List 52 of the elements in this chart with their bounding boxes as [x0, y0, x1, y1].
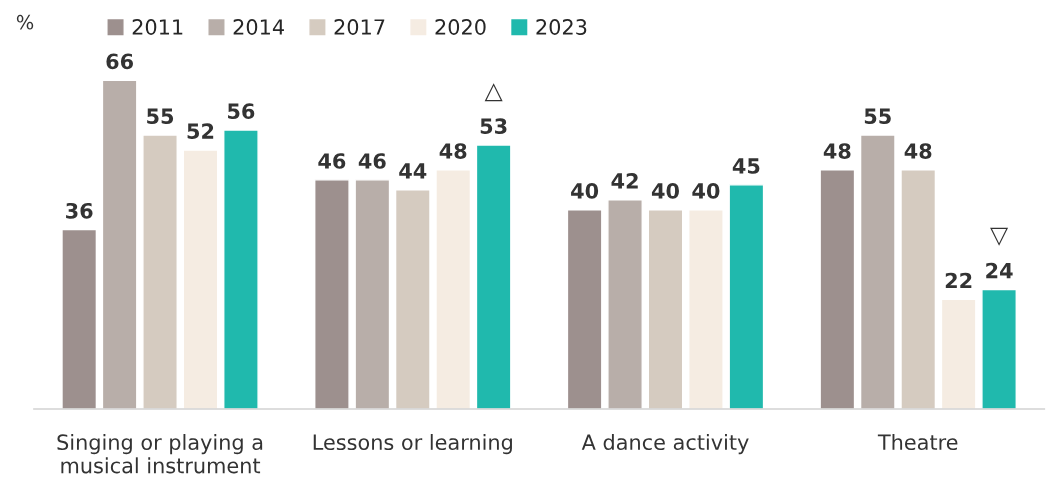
legend-label: 2017	[334, 19, 385, 35]
bar	[607, 199, 643, 409]
data-label: 22	[945, 272, 972, 289]
bar	[647, 209, 684, 409]
bar	[688, 209, 724, 409]
bar	[314, 179, 350, 409]
bar	[182, 149, 219, 409]
annotation: ▽	[990, 227, 1009, 246]
bar	[223, 129, 259, 409]
data-label: 48	[904, 143, 932, 159]
data-label: 42	[611, 173, 638, 189]
x-tick-label: Singing or playing a musical instrument	[57, 433, 263, 474]
data-label: 46	[358, 153, 386, 169]
data-label: 46	[318, 153, 346, 169]
bar	[142, 134, 178, 409]
bar	[819, 169, 856, 409]
bar	[354, 179, 391, 409]
data-label: 48	[439, 143, 467, 159]
bar	[475, 144, 512, 409]
data-label: 53	[480, 118, 507, 134]
legend-label: 2011	[132, 19, 183, 35]
legend-label: 2023	[536, 19, 587, 35]
data-label: 40	[692, 183, 720, 199]
data-label: 56	[228, 103, 255, 120]
data-label: 45	[732, 158, 760, 174]
legend-label: 2014	[233, 19, 284, 35]
bar	[940, 298, 977, 409]
data-label: 44	[399, 163, 427, 179]
bar	[435, 169, 472, 409]
x-tick-label: Lessons or learning	[313, 433, 512, 455]
data-label: 55	[864, 108, 891, 125]
data-label: 48	[823, 143, 851, 159]
bar	[101, 79, 138, 409]
bar	[566, 209, 603, 409]
annotation: △	[484, 83, 503, 102]
data-label: 24	[986, 262, 1013, 279]
data-label: 52	[187, 123, 214, 139]
bar	[394, 189, 431, 409]
y-axis-title: %	[16, 14, 34, 30]
data-label: 40	[571, 183, 599, 199]
bar	[900, 169, 937, 409]
bar	[859, 134, 896, 409]
data-label: 40	[651, 183, 679, 199]
bar	[728, 184, 765, 409]
data-label: 36	[66, 202, 93, 219]
bar	[981, 288, 1017, 409]
x-tick-label: Theatre	[877, 433, 958, 451]
data-label: 66	[106, 53, 133, 70]
bar	[61, 228, 98, 409]
x-tick-label: A dance activity	[581, 433, 749, 455]
data-label: 55	[147, 108, 174, 125]
legend-label: 2020	[435, 19, 486, 35]
